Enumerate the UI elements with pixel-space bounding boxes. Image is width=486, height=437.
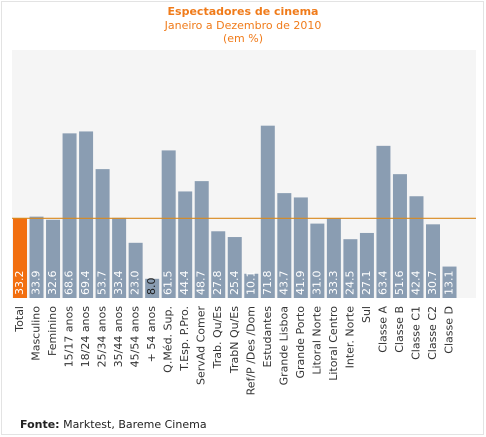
data-label: 24.5 (343, 271, 356, 296)
data-label: 33.3 (327, 271, 340, 296)
bar (79, 131, 94, 298)
data-label: 43.7 (277, 271, 290, 296)
category-label: Inter. Norte (343, 306, 356, 369)
bar (343, 239, 358, 298)
data-label: 71.8 (261, 271, 274, 296)
category-label: Total (13, 306, 26, 333)
data-label: 69.4 (79, 271, 92, 296)
category-label: Trab. Qu/Es (211, 306, 224, 370)
data-label: 51.6 (393, 271, 406, 296)
category-label: 35/44 anos (112, 306, 125, 368)
bar (145, 278, 160, 298)
bar (112, 217, 127, 298)
bar (46, 219, 61, 298)
bar (13, 218, 27, 298)
category-label: 45/54 anos (129, 306, 142, 368)
bar (227, 237, 242, 298)
category-label: 18/24 anos (79, 306, 92, 368)
data-label: 8.0 (145, 278, 158, 296)
category-label: Classe C1 (409, 306, 422, 360)
source-label: Fonte: (20, 418, 60, 431)
category-label: Classe C2 (426, 306, 439, 360)
category-label: Classe A (376, 306, 389, 353)
category-label: Q.Méd. Sup. (162, 306, 175, 373)
bar (128, 242, 143, 298)
bar (442, 266, 457, 298)
category-label: Sul (360, 306, 373, 323)
subtitle-line-2: (em %) (222, 32, 263, 45)
category-label: + 54 anos (145, 306, 158, 363)
category-label: Classe B (393, 306, 406, 353)
category-label: TrabN Qu/Es (228, 306, 241, 374)
data-label: 33.9 (30, 271, 43, 296)
bar (244, 273, 259, 298)
bar (392, 174, 407, 298)
source-note: Fonte: Marktest, Bareme Cinema (20, 418, 207, 431)
category-label: Grande Porto (294, 306, 307, 379)
bar (310, 223, 325, 298)
bar (211, 231, 226, 298)
bar (359, 232, 374, 298)
chart-title: Espectadores de cinema (167, 5, 319, 18)
bar (426, 224, 440, 298)
category-label: Grande Lisboa (277, 306, 290, 385)
data-label: 41.9 (294, 271, 307, 296)
category-label: ServAd Comer (195, 306, 208, 385)
data-label: 44.4 (178, 271, 191, 296)
data-label: 42.4 (409, 271, 422, 296)
category-label: 15/17 anos (63, 306, 76, 368)
category-label: Estudantes (261, 306, 274, 368)
data-label: 31.0 (310, 271, 323, 296)
bar (277, 193, 292, 298)
data-label: 48.7 (195, 271, 208, 296)
bar (326, 218, 341, 298)
category-label: 25/34 anos (96, 306, 109, 368)
data-label: 30.7 (426, 271, 439, 296)
bar (29, 216, 44, 298)
data-label: 27.8 (211, 271, 224, 296)
data-label: 53.7 (96, 271, 109, 296)
bar (194, 181, 209, 298)
bar (95, 169, 110, 298)
category-label: Classe D (443, 306, 456, 354)
category-label: Feminino (46, 306, 59, 356)
subtitle-line-1: Janeiro a Dezembro de 2010 (164, 19, 322, 32)
data-label: 68.6 (63, 271, 76, 296)
data-label: 33.4 (112, 271, 125, 296)
source-text: Marktest, Bareme Cinema (59, 418, 207, 431)
bar (293, 197, 308, 298)
category-label: Masculino (30, 306, 43, 361)
category-label: T.Esp. P.Pro. (178, 306, 191, 372)
chart-subtitle: Janeiro a Dezembro de 2010 (em %) (0, 19, 486, 45)
data-label: 32.6 (46, 271, 59, 296)
data-label: 61.5 (162, 271, 175, 296)
data-label: 10.1 (244, 271, 257, 296)
bar (62, 133, 77, 298)
bar (376, 145, 391, 298)
bar (161, 150, 176, 298)
bar (409, 196, 424, 298)
data-label: 25.4 (228, 271, 241, 296)
category-label: Ref/P /Des /Dom (244, 306, 257, 395)
category-label: Litoral Norte (310, 306, 323, 375)
data-label: 13.1 (443, 271, 456, 296)
data-label: 63.4 (376, 271, 389, 296)
data-label: 33.2 (13, 271, 26, 296)
data-label: 27.1 (360, 271, 373, 296)
data-label: 23.0 (129, 271, 142, 296)
category-label: Litoral Centro (327, 306, 340, 381)
bar (260, 125, 275, 299)
